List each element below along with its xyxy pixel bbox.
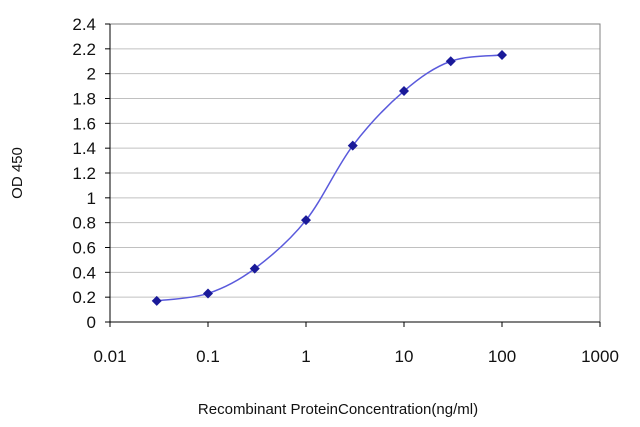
data-point-marker bbox=[151, 295, 162, 306]
y-axis-title: OD 450 bbox=[9, 147, 26, 199]
data-point-marker bbox=[445, 56, 456, 67]
y-tick-label: 0.8 bbox=[72, 214, 96, 233]
y-axis-ticks: 0 0.2 0.4 0.6 0.8 1 1.2 1.4 1.6 1.8 2 2.2 2.4 bbox=[72, 15, 110, 332]
y-tick-label: 1.4 bbox=[72, 139, 96, 158]
y-tick-label: 0 bbox=[87, 313, 96, 332]
x-tick-label: 0.01 bbox=[93, 347, 126, 366]
series-layer bbox=[151, 50, 507, 306]
y-tick-label: 2.2 bbox=[72, 40, 96, 59]
y-tick-label: 1.2 bbox=[72, 164, 96, 183]
horizontal-grid bbox=[110, 23, 600, 298]
data-point-marker bbox=[399, 86, 409, 97]
x-tick-label: 1 bbox=[301, 347, 310, 366]
y-tick-label: 1 bbox=[87, 189, 96, 208]
data-point-marker bbox=[203, 288, 213, 299]
y-tick-label: 2.4 bbox=[72, 15, 96, 34]
data-point-marker bbox=[301, 215, 311, 226]
x-tick-label: 10 bbox=[395, 347, 414, 366]
y-tick-label: 0.2 bbox=[72, 288, 96, 307]
x-axis-ticks: 0.01 0.1 1 10 100 1000 bbox=[93, 322, 619, 366]
data-point-marker bbox=[497, 50, 507, 61]
x-axis-title: Recombinant ProteinConcentration(ng/ml) bbox=[198, 401, 478, 418]
data-point-marker bbox=[249, 263, 260, 274]
x-tick-label: 0.1 bbox=[196, 347, 220, 366]
y-tick-label: 2 bbox=[87, 65, 96, 84]
data-point-marker bbox=[347, 140, 358, 151]
x-tick-label: 1000 bbox=[581, 347, 619, 366]
x-tick-label: 100 bbox=[488, 347, 516, 366]
y-tick-label: 1.6 bbox=[72, 114, 96, 133]
series-line bbox=[156, 54, 503, 302]
y-tick-label: 1.8 bbox=[72, 90, 96, 109]
y-tick-label: 0.4 bbox=[72, 263, 96, 282]
y-tick-label: 0.6 bbox=[72, 239, 96, 258]
